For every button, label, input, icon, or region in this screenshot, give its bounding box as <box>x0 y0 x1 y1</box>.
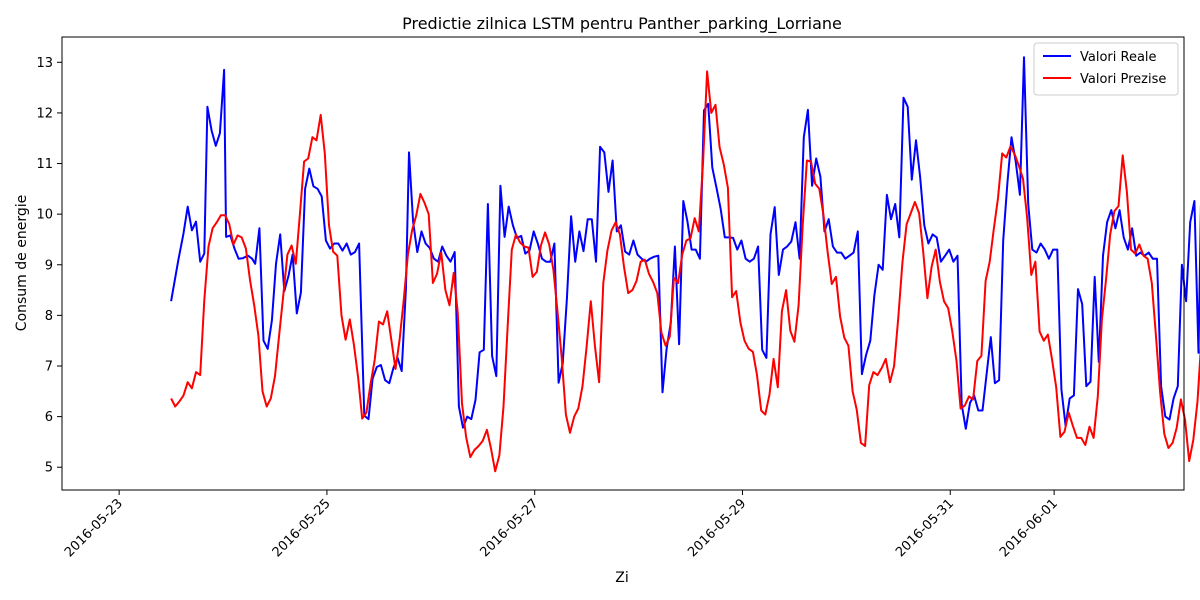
y-tick-label: 5 <box>45 461 53 476</box>
series-layer <box>170 56 1200 473</box>
y-tick-label: 10 <box>36 208 53 223</box>
y-tick-label: 11 <box>36 157 53 172</box>
y-tick-label: 8 <box>45 309 53 324</box>
legend-label-valori-prezise: Valori Prezise <box>1080 72 1166 87</box>
y-tick-label: 13 <box>36 56 53 71</box>
legend-label-valori-reale: Valori Reale <box>1080 50 1157 65</box>
legend: Valori Reale Valori Prezise <box>1033 42 1179 96</box>
y-tick-label: 9 <box>45 258 53 273</box>
y-axis-label: Consum de energie <box>14 195 30 331</box>
y-tick-label: 7 <box>45 359 53 374</box>
y-axis: 5 6 7 8 9 10 11 12 13 <box>36 56 62 476</box>
chart-title: Predictie zilnica LSTM pentru Panther_pa… <box>402 14 842 34</box>
y-tick-label: 12 <box>36 106 53 121</box>
x-axis-label: Zi <box>615 570 628 586</box>
plot-frame <box>61 36 1185 491</box>
y-tick-label: 6 <box>45 410 53 425</box>
series-line-valori-reale <box>170 56 1200 430</box>
series-line-valori-prezise <box>170 70 1200 473</box>
